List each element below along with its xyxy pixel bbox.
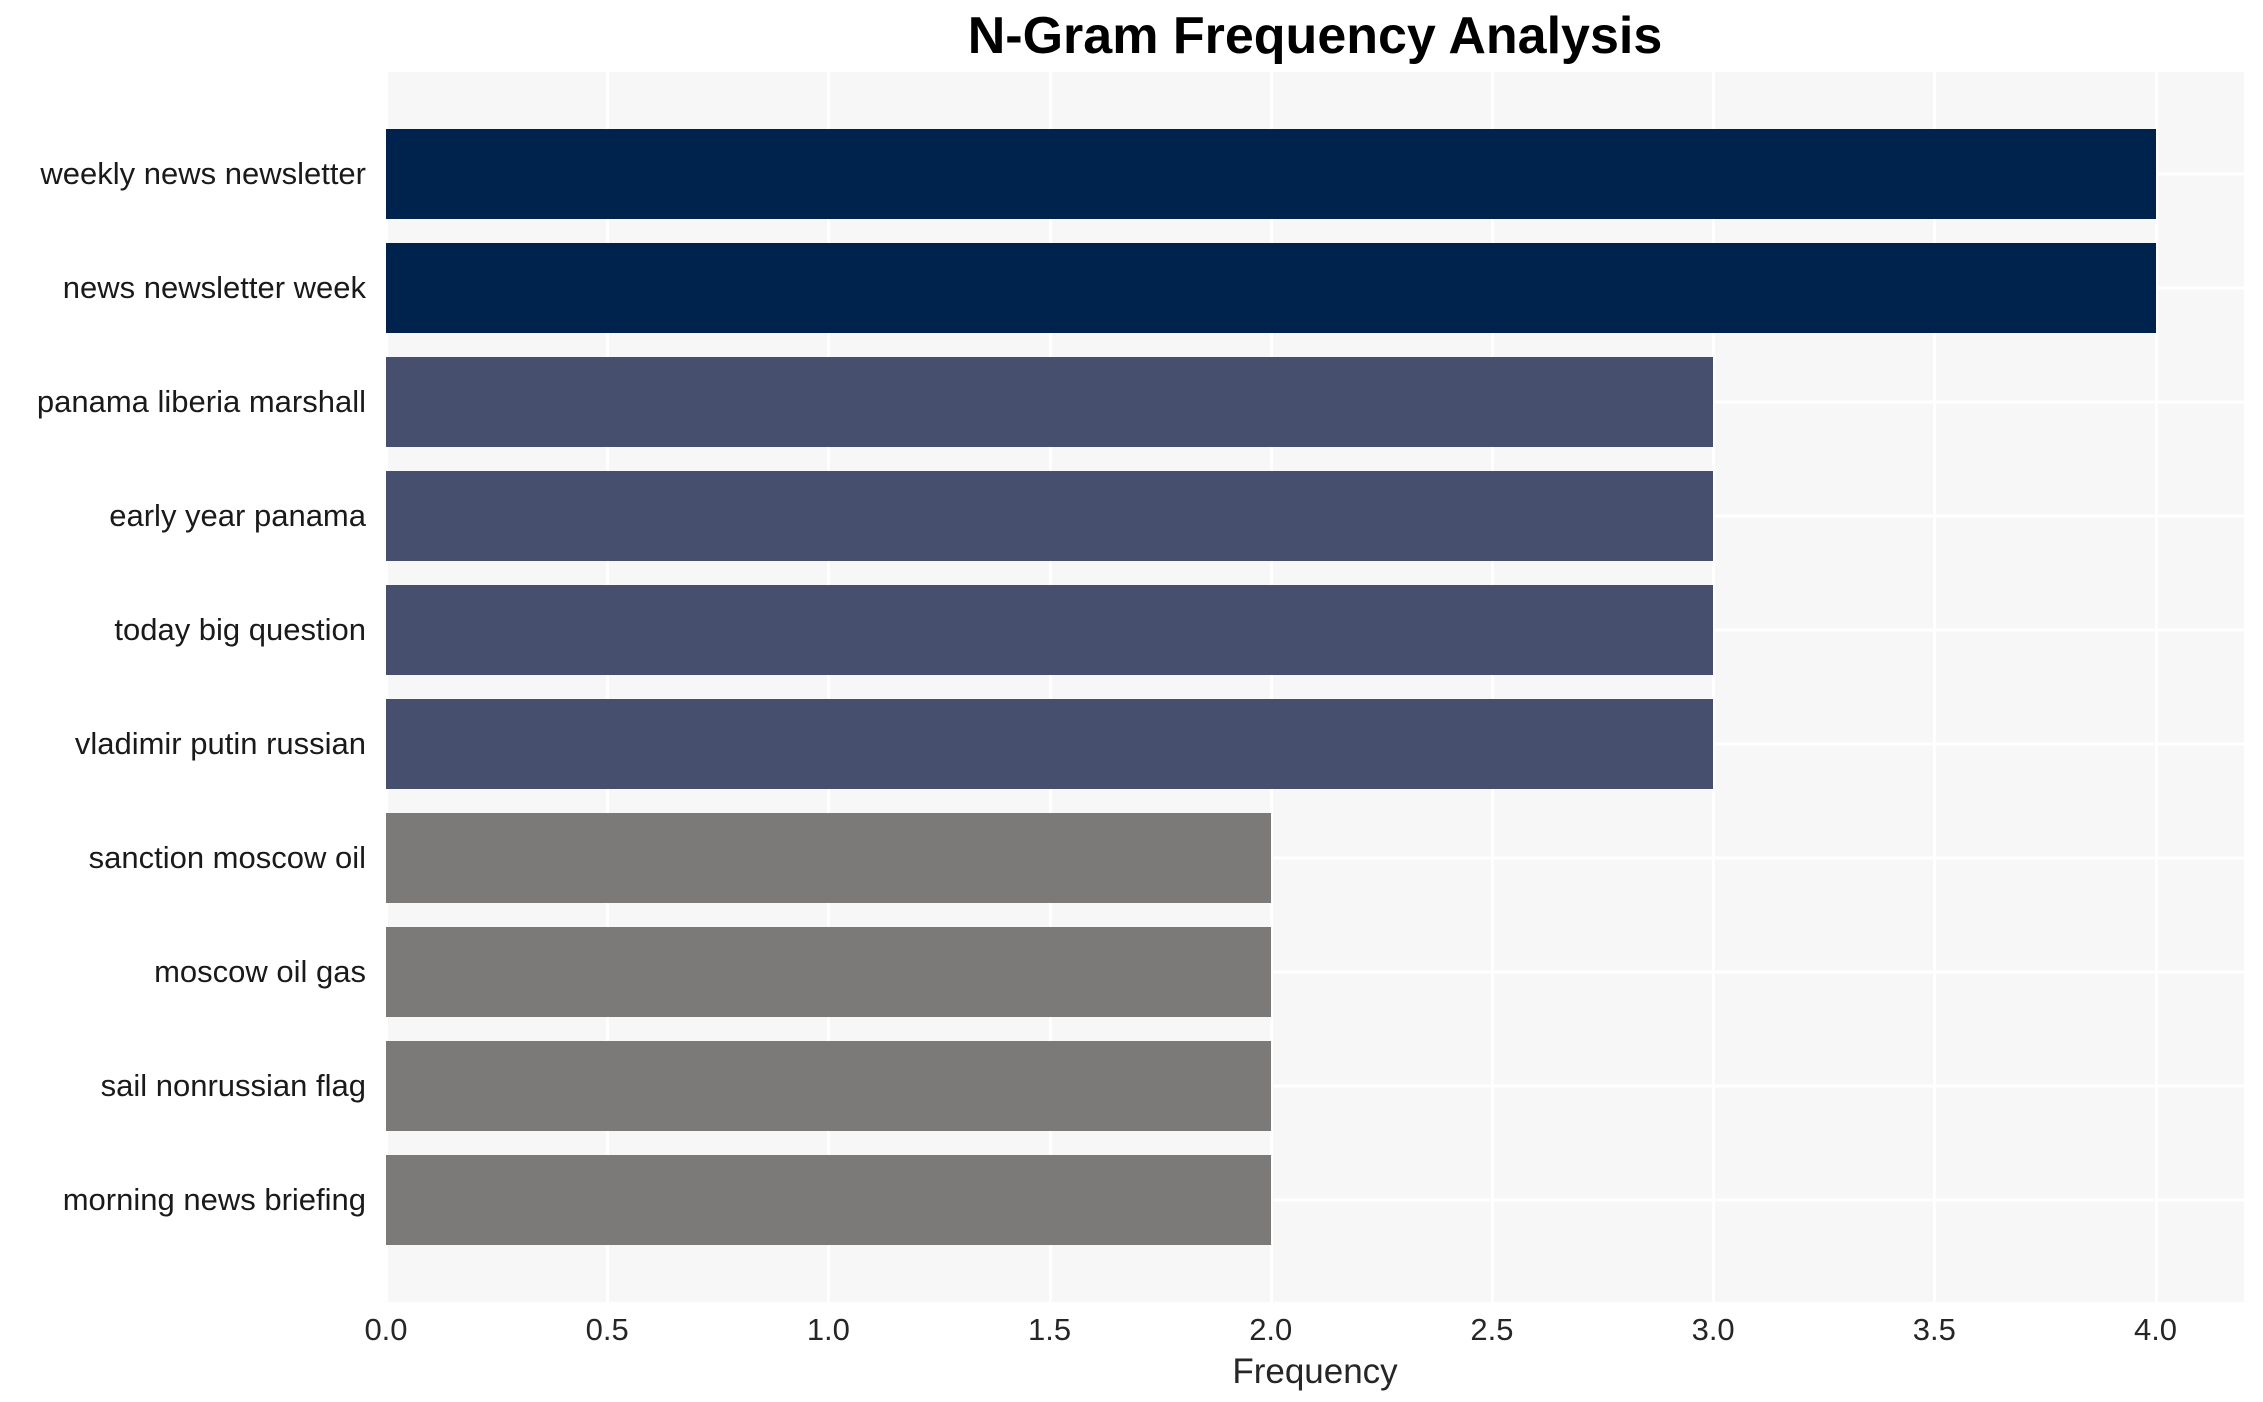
horizontal-gridline [386, 970, 2244, 974]
bar-row: vladimir putin russian [0, 687, 2263, 801]
bar-row: moscow oil gas [0, 915, 2263, 1029]
vertical-gridline-4.0 [2154, 72, 2158, 1302]
category-label: sanction moscow oil [88, 840, 366, 875]
bar-row: today big question [0, 573, 2263, 687]
horizontal-gridline [386, 1198, 2244, 1202]
vertical-gridline-3.5 [1933, 72, 1937, 1302]
bar-early-year-panama [386, 471, 1714, 561]
x-tick-label-0.5: 0.5 [585, 1312, 629, 1347]
bar-today-big-question [386, 585, 1714, 675]
vertical-gridline-0.0 [385, 72, 388, 1302]
bar-panama-liberia-marshall [386, 357, 1714, 447]
bar-row: morning news briefing [0, 1143, 2263, 1257]
x-axis-label: Frequency [1232, 1352, 1398, 1391]
category-label: panama liberia marshall [36, 384, 366, 419]
category-label: news newsletter week [62, 270, 366, 305]
bar-row: early year panama [0, 459, 2263, 573]
bar-row: weekly news newsletter [0, 117, 2263, 231]
bar-moscow-oil-gas [386, 927, 1271, 1017]
x-tick-label-1.0: 1.0 [806, 1312, 850, 1347]
bar-sail-nonrussian-flag [386, 1041, 1271, 1131]
chart-title: N-Gram Frequency Analysis [967, 7, 1663, 65]
bar-weekly-news-newsletter [386, 129, 2156, 219]
x-tick-label-4.0: 4.0 [2133, 1312, 2178, 1347]
bar-morning-news-briefing [386, 1155, 1271, 1245]
x-tick-label-3.5: 3.5 [1912, 1312, 1956, 1347]
x-tick-label-1.5: 1.5 [1028, 1312, 1072, 1347]
category-label: moscow oil gas [154, 954, 366, 989]
bar-sanction-moscow-oil [386, 813, 1271, 903]
category-label: morning news briefing [62, 1182, 366, 1217]
bar-vladimir-putin-russian [386, 699, 1714, 789]
x-tick-label-2.5: 2.5 [1470, 1312, 1514, 1347]
vertical-gridline-3.0 [1712, 72, 1716, 1302]
vertical-gridline-1.5 [1048, 72, 1052, 1302]
bar-row: panama liberia marshall [0, 345, 2263, 459]
category-label: weekly news newsletter [40, 156, 366, 191]
vertical-gridline-2.5 [1490, 72, 1494, 1302]
bar-rows: weekly news newsletter news newsletter we… [0, 117, 2263, 1257]
vertical-gridline-2.0 [1269, 72, 1273, 1302]
horizontal-gridline [386, 856, 2244, 860]
x-tick-label-0.0: 0.0 [364, 1312, 408, 1347]
x-axis-ticks: 0.0 0.5 1.0 1.5 2.0 2.5 3.0 3.5 4.0 [0, 1312, 2263, 1352]
category-label: early year panama [109, 498, 366, 533]
category-label: vladimir putin russian [74, 726, 366, 761]
x-tick-label-3.0: 3.0 [1691, 1312, 1735, 1347]
bar-row: sanction moscow oil [0, 801, 2263, 915]
vertical-gridline-0.5 [606, 72, 610, 1302]
category-label: today big question [114, 612, 366, 647]
x-tick-label-2.0: 2.0 [1249, 1312, 1293, 1347]
bar-news-newsletter-week [386, 243, 2156, 333]
vertical-gridline-1.0 [827, 72, 831, 1302]
bar-row: sail nonrussian flag [0, 1029, 2263, 1143]
horizontal-gridline [386, 1084, 2244, 1088]
category-label: sail nonrussian flag [100, 1068, 366, 1103]
bar-row: news newsletter week [0, 231, 2263, 345]
